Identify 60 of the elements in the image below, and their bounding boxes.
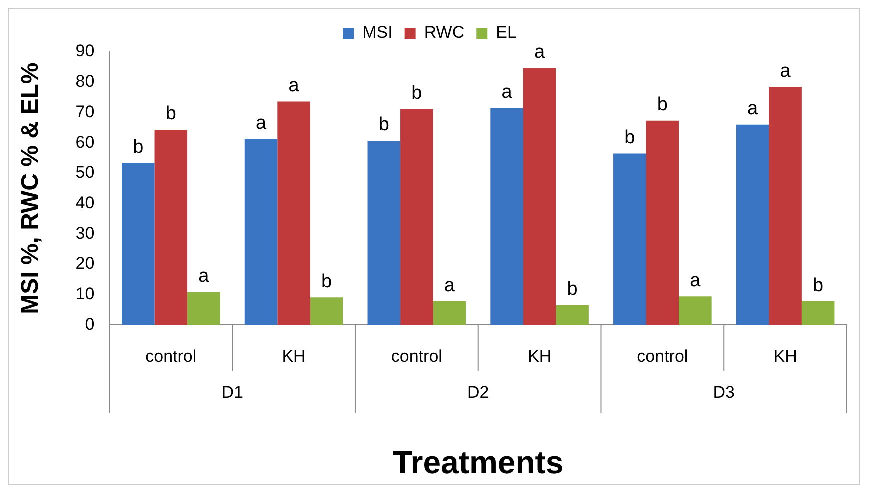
data-label: b [624,127,636,148]
text: D1 [222,382,244,402]
x-tick-label: control [146,347,197,366]
data-label: a [534,42,546,63]
bar [122,163,155,326]
bar [769,87,802,326]
data-label: a [288,76,300,97]
legend-label: RWC [424,23,465,42]
x-tick-label: KH [282,347,306,366]
data-label: b [166,104,176,125]
x-tick-label: KH [774,347,798,366]
x-tick-label: KH [528,347,552,366]
x-axis-title: Treatments [392,444,564,481]
data-label: b [813,275,824,296]
data-label: b [567,279,578,300]
bar [244,139,278,326]
bar [523,68,556,326]
data-label: b [412,83,422,104]
bar [310,298,344,326]
legend-label: MSI [362,23,393,42]
data-label: a [780,60,792,82]
y-tick-label: 70 [76,102,95,122]
bar [736,124,770,326]
y-tick-label: 80 [76,72,95,92]
data-label: a [690,270,702,292]
data-label: a [256,112,267,134]
bar [188,292,220,326]
text: D3 [713,382,735,402]
y-tick-label: 0 [85,314,95,334]
bar [400,109,434,326]
bar [556,305,589,326]
bar [278,102,310,326]
y-tick-label: 30 [76,224,95,243]
text: D2 [467,382,490,402]
bar [368,140,401,326]
data-label: b [322,271,332,292]
bar [646,120,680,326]
bar [154,130,188,326]
bar [433,302,466,326]
y-axis-title: MSI %, RWC % & EL% [17,62,44,314]
bar [614,154,646,326]
y-tick-label: 60 [76,132,95,152]
x-tick-label: control [391,347,442,366]
y-tick-label: 90 [76,42,95,61]
bar [679,296,712,326]
y-tick-label: 40 [76,193,95,212]
y-tick-label: 50 [76,163,95,182]
bar [490,108,524,326]
data-label: a [444,275,456,296]
bar [802,302,835,326]
legend-label: EL [496,23,517,42]
x-tick-label: control [637,347,688,366]
data-label: b [657,94,668,116]
data-label: a [748,98,758,120]
y-tick-label: 10 [76,284,95,304]
data-label: b [133,136,144,158]
data-label: a [198,266,210,287]
y-tick-label: 20 [76,254,95,274]
data-label: a [502,82,513,104]
data-label: b [378,114,390,136]
